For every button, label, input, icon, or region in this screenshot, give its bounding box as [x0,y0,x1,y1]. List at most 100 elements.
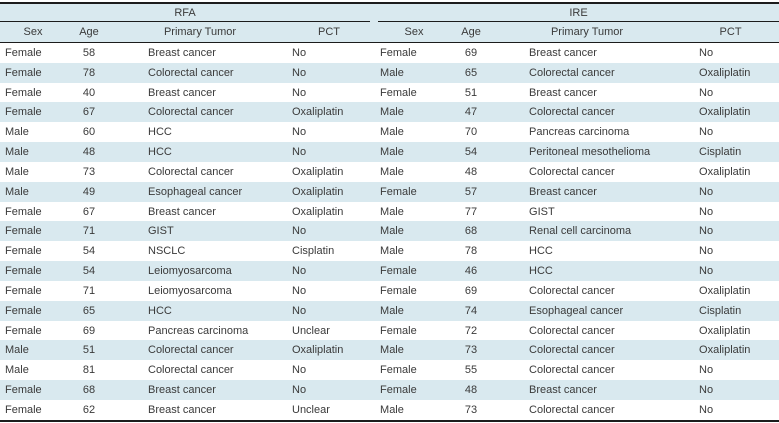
rfa-pct-cell: Cisplatin [292,245,335,258]
rfa-age-cell: 68 [82,383,96,396]
row-spacer [370,83,378,103]
rfa-age-cell: 65 [82,304,96,317]
ire-primary-tumor-cell: Breast cancer [529,86,597,99]
ire-primary-tumor-cell: Breast cancer [529,383,597,396]
ire-primary-tumor-cell: GIST [529,205,555,218]
ire-sex-cell: Female [380,364,417,377]
table-row: Male 48 HCC No Male 54 Peritoneal mesothelioma… [0,142,779,162]
row-spacer [370,142,378,162]
ire-pct-cell: Cisplatin [699,304,742,317]
rfa-primary-tumor-cell: Breast cancer [148,46,216,59]
ire-age-cell: 57 [464,185,478,198]
row-spacer [370,340,378,360]
rfa-sex-cell: Female [5,403,42,416]
row-spacer [370,221,378,241]
ire-age-cell: 69 [464,46,478,59]
rfa-sex-cell: Female [5,106,42,119]
rfa-sex-cell: Female [5,86,42,99]
table-row: Female 54 NSCLC Cisplatin Male 78 HCC No [0,241,779,261]
rfa-primary-tumor-cell: Pancreas carcinoma [148,324,249,337]
ire-age-cell: 65 [464,66,478,79]
ire-primary-tumor-cell: Colorectal cancer [529,344,615,357]
rfa-sex-cell: Male [5,126,29,139]
row-spacer [370,360,378,380]
ire-primary-tumor-cell: Breast cancer [529,185,597,198]
row-spacer [370,102,378,122]
rfa-pct-cell: No [292,86,307,99]
rfa-age-cell: 71 [82,284,96,297]
rfa-age-cell: 51 [82,344,96,357]
ire-pct-cell: No [699,245,714,258]
ire-age-cell: 55 [464,364,478,377]
table-row: Female 78 Colorectal cancer No Male 65 Colorec… [0,62,779,83]
rfa-age-cell: 60 [82,126,96,139]
rfa-age-cell: 67 [82,205,96,218]
ire-sex-cell: Male [380,225,404,238]
rfa-primary-tumor-cell: Colorectal cancer [148,344,234,357]
ire-pct-cell: Oxaliplatin [699,284,751,297]
ire-primary-tumor-cell: Colorectal cancer [529,324,615,337]
row-spacer [370,202,378,222]
row-spacer [370,63,378,83]
rfa-sex-cell: Male [5,165,29,178]
rfa-sex-cell: Female [5,265,42,278]
ire-pct-cell: No [699,364,714,377]
rfa-pct-cell: Oxaliplatin [292,205,344,218]
row-spacer [370,182,378,202]
table-row: Female 58 Breast cancer No Female 69 Breast ca… [0,43,779,63]
ire-age-cell: 77 [464,205,478,218]
ire-sex-cell: Male [380,304,404,317]
table-row: Female 67 Colorectal cancer Oxaliplatin Male… [0,102,779,123]
row-spacer [370,321,378,341]
ire-sex-cell: Male [380,106,404,119]
ire-pct-cell: Oxaliplatin [699,106,751,119]
table-row: Female 40 Breast cancer No Female 51 Breast ca… [0,83,779,103]
rfa-age-cell: 49 [82,185,96,198]
group-header-spacer [370,3,379,22]
ire-pct-cell: Oxaliplatin [699,165,751,178]
column-header-row: Sex Age Primary Tumor PCT Sex Age Primary Tumo… [0,21,779,43]
rfa-age-cell: 71 [82,225,96,238]
rfa-pct-cell: No [292,126,307,139]
rfa-primary-tumor-cell: Colorectal cancer [148,66,234,79]
row-spacer [370,241,378,261]
rfa-sex-cell: Female [5,324,42,337]
rfa-age-cell: 73 [82,165,96,178]
ire-age-cell: 73 [464,344,478,357]
ire-sex-cell: Female [380,46,417,59]
ire-age-cell: 68 [464,225,478,238]
ire-age-cell: 48 [464,165,478,178]
ire-pct-cell: Oxaliplatin [699,66,751,79]
ire-age-cell: 69 [464,284,478,297]
ire-column-header-age: Age [450,21,493,43]
ire-primary-tumor-cell: HCC [529,245,553,258]
ire-age-cell: 74 [464,304,478,317]
rfa-primary-tumor-cell: GIST [148,225,174,238]
ire-age-cell: 47 [464,106,478,119]
rfa-age-cell: 81 [82,364,96,377]
ire-sex-cell: Male [380,245,404,258]
ire-pct-cell: Oxaliplatin [699,344,751,357]
rfa-sex-cell: Female [5,383,42,396]
ire-primary-tumor-cell: Colorectal cancer [529,66,615,79]
rfa-age-cell: 54 [82,265,96,278]
rfa-sex-cell: Female [5,245,42,258]
rfa-age-cell: 54 [82,245,96,258]
rfa-primary-tumor-cell: Colorectal cancer [148,106,234,119]
rfa-primary-tumor-cell: HCC [148,126,172,139]
table-row: Male 51 Colorectal cancer Oxaliplatin Male 73… [0,340,779,361]
table-row: Male 73 Colorectal cancer Oxaliplatin Male 48… [0,162,779,182]
rfa-pct-cell: No [292,284,307,297]
rfa-primary-tumor-cell: NSCLC [148,245,186,258]
table-row: Female 62 Breast cancer Unclear Male 73 Colore… [0,400,779,421]
table-row: Female 68 Breast cancer No Female 48 Breast ca… [0,380,779,400]
ire-pct-cell: No [699,205,714,218]
ire-primary-tumor-cell: Peritoneal mesothelioma [529,146,651,159]
table-row: Female 54 Leiomyosarcoma No Female 46 HCC No [0,261,779,281]
rfa-pct-cell: Oxaliplatin [292,106,344,119]
group-header-row: RFA IRE [0,3,779,22]
ire-primary-tumor-cell: HCC [529,265,553,278]
rfa-sex-cell: Female [5,46,42,59]
ire-age-cell: 72 [464,324,478,337]
